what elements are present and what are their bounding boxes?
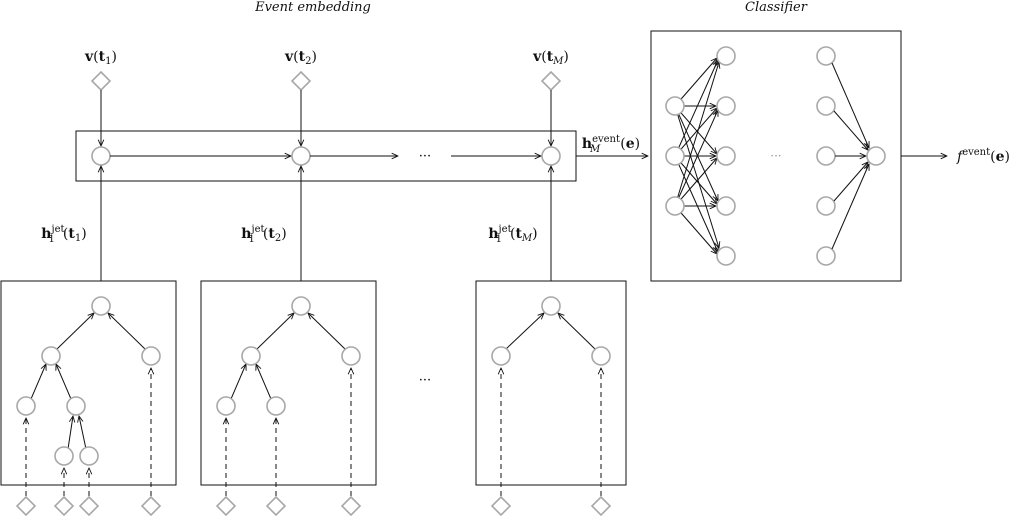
classifier-last-hidden-node [816, 246, 836, 266]
classifier-output-edges [831, 62, 869, 250]
input-diamond-t2 [290, 70, 312, 92]
event-embedding-title: Event embedding [254, 0, 371, 15]
label-v-tM: v(tM) [532, 49, 569, 67]
classifier-input-node [665, 96, 685, 116]
classifier-input-node [665, 196, 685, 216]
classifier-ellipsis: ··· [770, 149, 781, 163]
classifier-title: Classifier [745, 0, 808, 15]
input-diamond-tM [540, 70, 562, 92]
label-v-t2: v(t2) [284, 49, 317, 67]
trees-ellipsis: ··· [419, 373, 431, 388]
particle-input-diamonds [15, 495, 612, 516]
classifier-last-hidden-node [816, 96, 836, 116]
jet-tree-box-M [475, 280, 627, 486]
classifier-output-node [866, 146, 886, 166]
label-h-jet-tM: hjet 1 (tM) [488, 224, 537, 245]
label-v-t1: v(t1) [84, 49, 117, 67]
jet-tree-M [491, 296, 611, 496]
classifier-last-hidden-node [816, 146, 836, 166]
classifier-last-hidden-node [816, 46, 836, 66]
jet-tree-box-2 [200, 280, 377, 486]
jet-tree-1 [16, 296, 161, 496]
sequence-node-1 [91, 146, 111, 166]
classifier-input-node [665, 146, 685, 166]
sequence-ellipsis: ··· [419, 149, 431, 164]
classifier-hidden-node [716, 146, 736, 166]
label-h-event: hevent M (e) [582, 134, 640, 155]
label-f-event: fevent(e) [956, 147, 1010, 165]
jet-tree-2 [216, 296, 361, 496]
classifier-hidden-node [716, 96, 736, 116]
classifier-hidden-node [716, 196, 736, 216]
sequence-node-M [541, 146, 561, 166]
label-h-jet-t1: hjet 1 (t1) [41, 224, 86, 245]
classifier-hidden-node [716, 46, 736, 66]
classifier-last-hidden-node [816, 196, 836, 216]
label-h-jet-t2: hjet 1 (t2) [241, 224, 286, 245]
sequence-node-2 [291, 146, 311, 166]
classifier-hidden-node [716, 246, 736, 266]
input-diamond-t1 [90, 70, 112, 92]
